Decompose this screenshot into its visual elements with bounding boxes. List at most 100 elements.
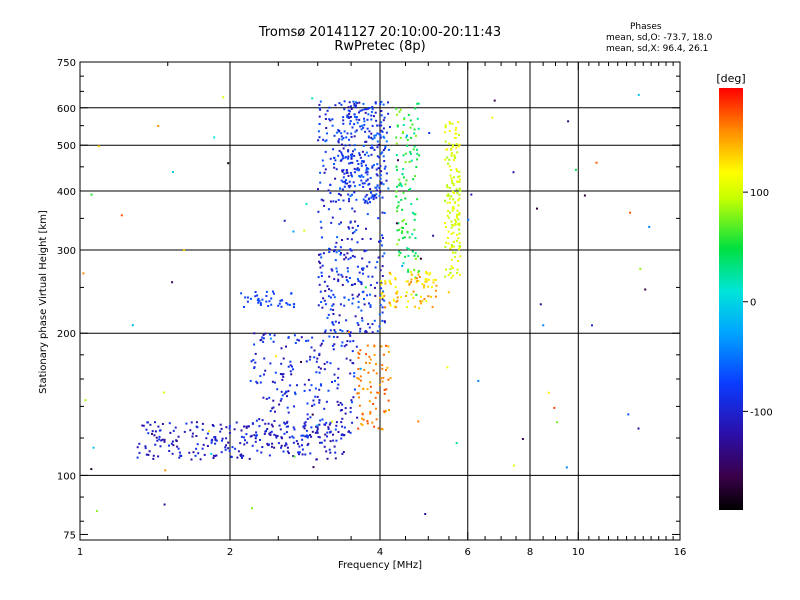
data-point [379,174,382,177]
data-point [278,302,281,305]
data-point [318,388,321,391]
data-point [456,151,459,154]
data-point [456,192,459,194]
data-point [215,454,218,457]
data-point [449,169,452,171]
data-point [380,110,383,112]
data-point [359,379,362,382]
data-point [273,446,276,449]
data-point [338,129,341,132]
data-point [327,295,330,298]
data-point [340,421,343,424]
data-point [361,319,364,322]
data-point [348,162,351,165]
data-point [371,124,374,127]
data-point [364,153,366,156]
data-point [448,165,451,168]
data-point [396,113,398,116]
data-point [396,185,398,188]
data-point [351,207,354,210]
data-point [383,410,386,413]
data-point [234,447,237,450]
data-point [272,340,275,343]
data-point [309,355,312,358]
data-point [147,453,150,456]
data-point [394,278,397,281]
data-point [394,306,397,309]
data-point [347,185,350,188]
data-point [389,273,392,276]
data-point [351,401,353,404]
data-point [270,423,273,426]
data-point [335,131,338,134]
data-point [406,134,408,137]
data-point [374,102,377,105]
data-point [327,389,330,392]
data-point [286,303,289,306]
data-point [364,171,367,174]
data-point [409,153,412,155]
data-point [388,409,390,412]
data-point [444,241,447,244]
data-point [298,339,301,342]
data-point [161,423,164,425]
data-point [450,226,453,229]
data-point [300,336,303,339]
data-point [265,397,268,400]
data-point [458,193,461,196]
data-point [411,211,414,214]
data-point [365,227,367,230]
data-point [458,232,461,235]
data-point [288,303,291,306]
data-point [346,132,349,135]
data-point [274,410,276,413]
data-point [434,295,437,298]
data-point [329,440,332,443]
data-point [378,133,381,136]
data-point [345,276,348,279]
data-point [398,250,401,253]
data-point [287,365,290,368]
data-point [432,234,435,237]
data-point [262,334,265,336]
data-point [213,136,216,139]
colorbar-gradient [719,88,743,510]
data-point [457,237,460,240]
data-point [627,413,630,416]
data-point [145,453,148,456]
colorbar-tick-label: -100 [750,407,773,418]
data-point [332,348,335,351]
data-point [313,356,316,359]
data-point [269,333,271,336]
data-point [349,122,351,125]
data-point [319,171,322,174]
data-point [350,132,353,135]
data-point [421,300,424,303]
data-point [408,283,411,285]
data-point [351,362,354,364]
data-point [351,175,354,178]
data-point [322,339,325,342]
data-point [396,299,399,302]
data-point [366,344,369,347]
data-point [243,425,245,428]
data-point [280,305,283,308]
data-point [374,134,377,137]
data-point [348,200,350,203]
data-point [376,391,379,394]
data-point [369,201,371,204]
data-point [371,275,374,278]
data-point [342,176,345,179]
data-point [379,269,382,272]
data-point [340,437,343,440]
data-point [452,184,455,187]
data-point [411,123,414,126]
data-point [337,383,340,386]
data-point [380,181,383,184]
data-point [252,359,255,361]
data-point [259,302,262,305]
data-point [450,195,453,198]
data-point [406,306,408,309]
data-point [369,293,372,296]
data-point [401,237,404,240]
